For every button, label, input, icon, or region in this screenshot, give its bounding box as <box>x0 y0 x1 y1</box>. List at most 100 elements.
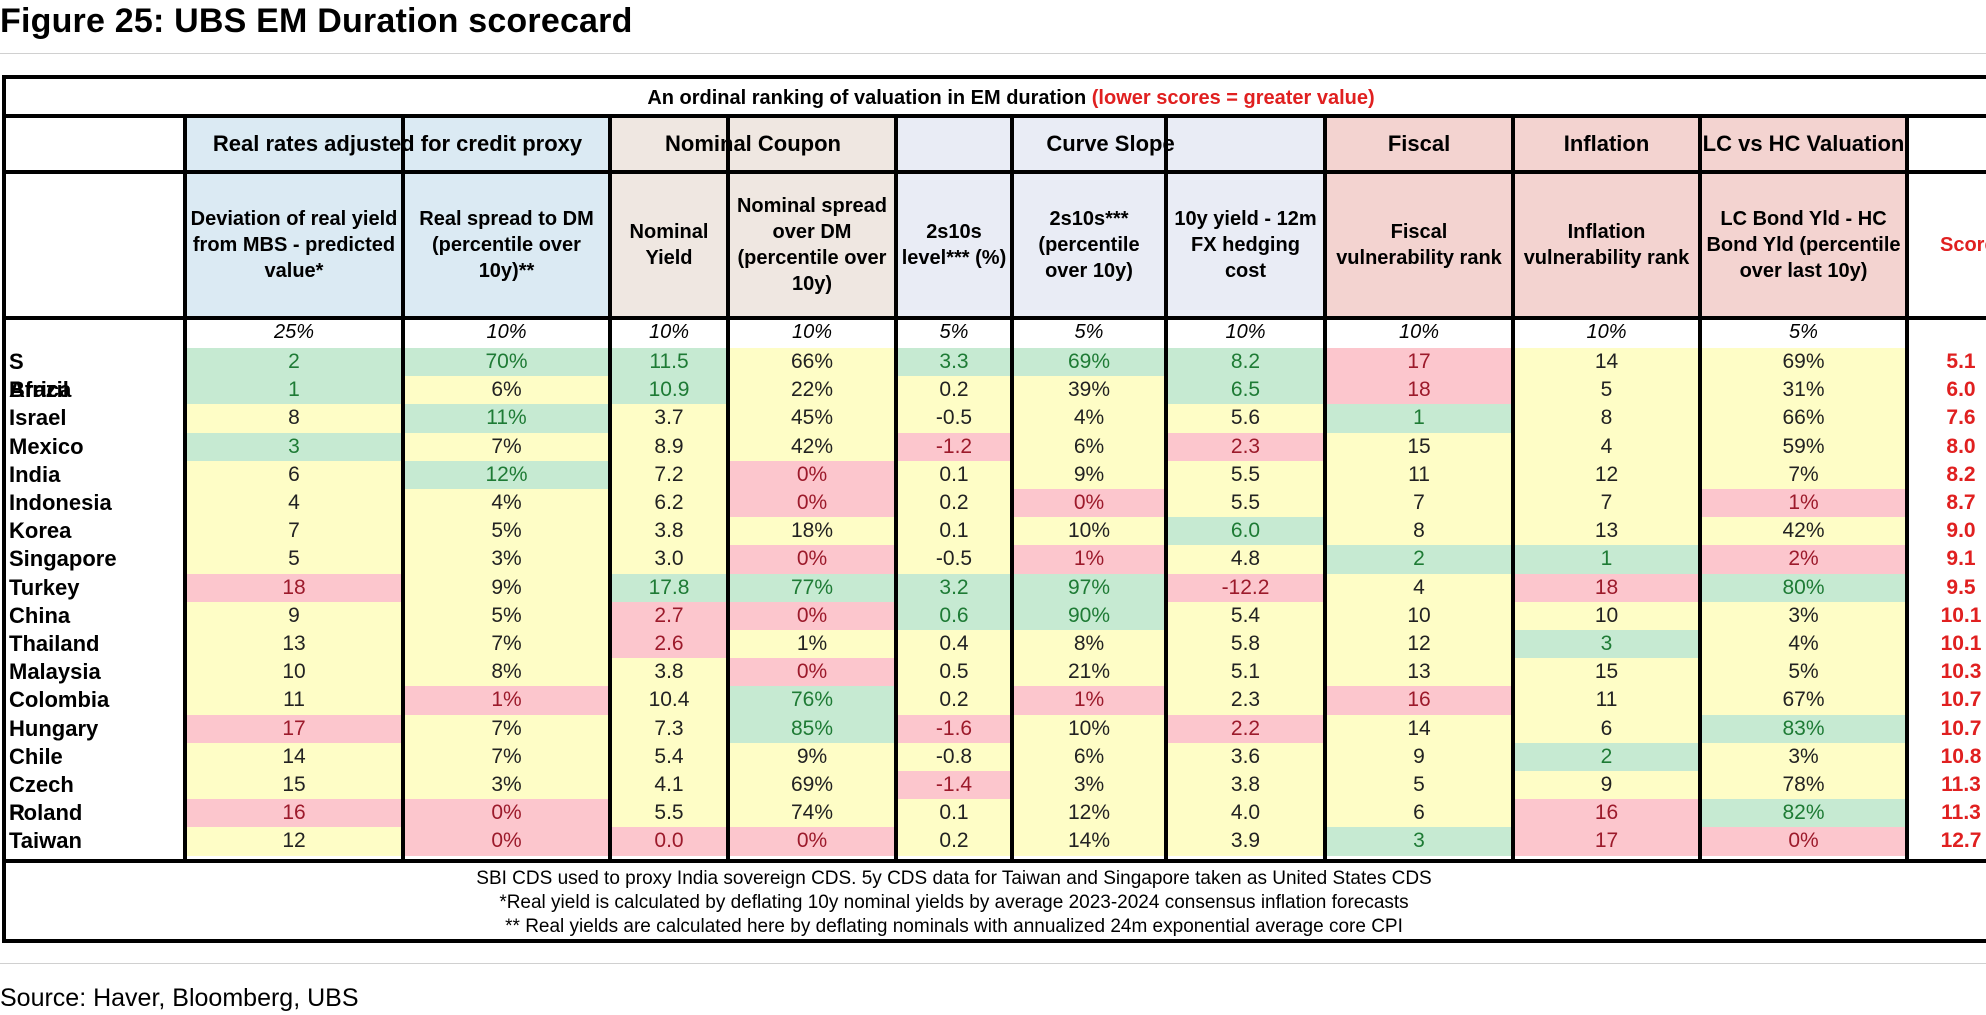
table-cell: 13 <box>1515 517 1698 546</box>
table-cell: 85% <box>730 714 894 743</box>
footnote: *Real yield is calculated by deflating 1… <box>499 892 1409 913</box>
table-cell: 18% <box>730 517 894 546</box>
score-value: 10.8 <box>1940 744 1982 768</box>
table-cell: 2 <box>1327 545 1511 574</box>
table-cell: 6 <box>1515 714 1698 743</box>
table-cell: 69% <box>730 771 894 800</box>
column-weight: 25% <box>273 321 315 343</box>
table-cell: 14 <box>1327 714 1511 743</box>
table-cell: 8 <box>187 404 401 433</box>
table-cell: 3.8 <box>612 517 726 546</box>
table-cell: 11 <box>1327 460 1511 489</box>
table-cell: 67% <box>1702 686 1905 715</box>
table-cell: 7% <box>405 742 608 771</box>
group-header: Real rates adjusted for credit proxy <box>187 118 608 170</box>
table-cell: 9% <box>405 573 608 602</box>
table-cell: 5.5 <box>1168 489 1323 518</box>
table-cell: 12% <box>405 460 608 489</box>
table-cell: 10 <box>187 658 401 687</box>
country-label: Taiwan <box>9 828 82 854</box>
table-cell: 1% <box>1014 686 1164 715</box>
score-value: 7.6 <box>1946 406 1976 430</box>
table-cell: 3.7 <box>612 404 726 433</box>
table-cell: -0.5 <box>898 404 1010 433</box>
table-cell: 0% <box>730 658 894 687</box>
score-value: 10.1 <box>1940 603 1982 627</box>
score-value: 12.7 <box>1940 829 1982 853</box>
score-value: 10.7 <box>1940 716 1982 740</box>
table-cell: 6.5 <box>1168 376 1323 405</box>
footnote: ** Real yields are calculated here by de… <box>505 916 1403 937</box>
table-cell: 15 <box>1327 432 1511 461</box>
table-cell: 16 <box>187 799 401 828</box>
table-cell: 0% <box>730 489 894 518</box>
column-header: Nominal Yield <box>612 174 726 316</box>
table-cell: 3.8 <box>1168 771 1323 800</box>
table-cell: 7% <box>1702 460 1905 489</box>
country-label: Malaysia <box>9 659 101 685</box>
table-cell: 7% <box>405 630 608 659</box>
score-value: 9.1 <box>1946 547 1976 571</box>
column-weight: 10% <box>791 321 833 343</box>
table-cell: 4% <box>405 489 608 518</box>
table-cell: -1.4 <box>898 771 1010 800</box>
country-label: Turkey <box>9 574 80 600</box>
table-cell: 5.4 <box>612 742 726 771</box>
column-divider <box>608 114 612 859</box>
table-cell: 1% <box>730 630 894 659</box>
table-cell: 1 <box>1515 545 1698 574</box>
table-cell: 11 <box>1515 686 1698 715</box>
column-weight: 10% <box>1398 321 1440 343</box>
country-label: China <box>9 602 71 628</box>
table-cell: 1 <box>1327 404 1511 433</box>
table-cell: 3.2 <box>898 573 1010 602</box>
table-cell: 6 <box>1327 799 1511 828</box>
column-header: Inflation vulnerability rank <box>1515 174 1698 316</box>
column-weight: 10% <box>486 321 527 343</box>
table-cell: 16 <box>1327 686 1511 715</box>
table-cell: 5% <box>1702 658 1905 687</box>
table-cell: 6.2 <box>612 489 726 518</box>
table-cell: 5% <box>405 601 608 630</box>
table-cell: 0% <box>1014 489 1164 518</box>
column-divider <box>894 114 898 859</box>
table-cell: 82% <box>1702 799 1905 828</box>
score-value: 11.3 <box>1941 801 1981 825</box>
table-cell: 5.8 <box>1168 630 1323 659</box>
table-cell: 42% <box>1702 517 1905 546</box>
column-header: 2s10s*** (percentile over 10y) <box>1014 174 1164 316</box>
table-cell: 3.0 <box>612 545 726 574</box>
table-cell: 0.2 <box>898 686 1010 715</box>
table-cell: 4% <box>1014 404 1164 433</box>
table-cell: 0.1 <box>898 799 1010 828</box>
table-cell: 6% <box>1014 432 1164 461</box>
table-cell: 3% <box>1702 601 1905 630</box>
column-divider <box>401 114 405 859</box>
table-cell: 69% <box>1014 348 1164 377</box>
table-cell: 31% <box>1702 376 1905 405</box>
column-divider <box>1010 114 1014 859</box>
table-cell: 6% <box>1014 742 1164 771</box>
score-value: 9.0 <box>1946 519 1976 543</box>
country-label: Indonesia <box>9 490 112 515</box>
table-cell: -1.2 <box>898 432 1010 461</box>
table-cell: 2% <box>1702 545 1905 574</box>
table-cell: 18 <box>187 573 401 602</box>
figure-title: Figure 25: UBS EM Duration scorecard <box>0 2 633 40</box>
table-cell: 10.4 <box>612 686 726 715</box>
table-banner: An ordinal ranking of valuation in EM du… <box>6 79 1986 118</box>
table-cell: 0% <box>1702 827 1905 856</box>
table-cell: 8% <box>1014 630 1164 659</box>
score-value: 10.7 <box>1940 688 1982 712</box>
table-cell: 5 <box>187 545 401 574</box>
title-rule <box>0 53 1986 54</box>
table-cell: 5% <box>405 517 608 546</box>
table-cell: 0% <box>730 601 894 630</box>
table-cell: 4% <box>1702 630 1905 659</box>
column-weight: 5% <box>1789 321 1818 343</box>
table-cell: 4.0 <box>1168 799 1323 828</box>
table-cell: 0.2 <box>898 489 1010 518</box>
score-value: 10.1 <box>1940 632 1982 655</box>
table-cell: 12 <box>1327 630 1511 659</box>
table-cell: 9 <box>1327 742 1511 771</box>
